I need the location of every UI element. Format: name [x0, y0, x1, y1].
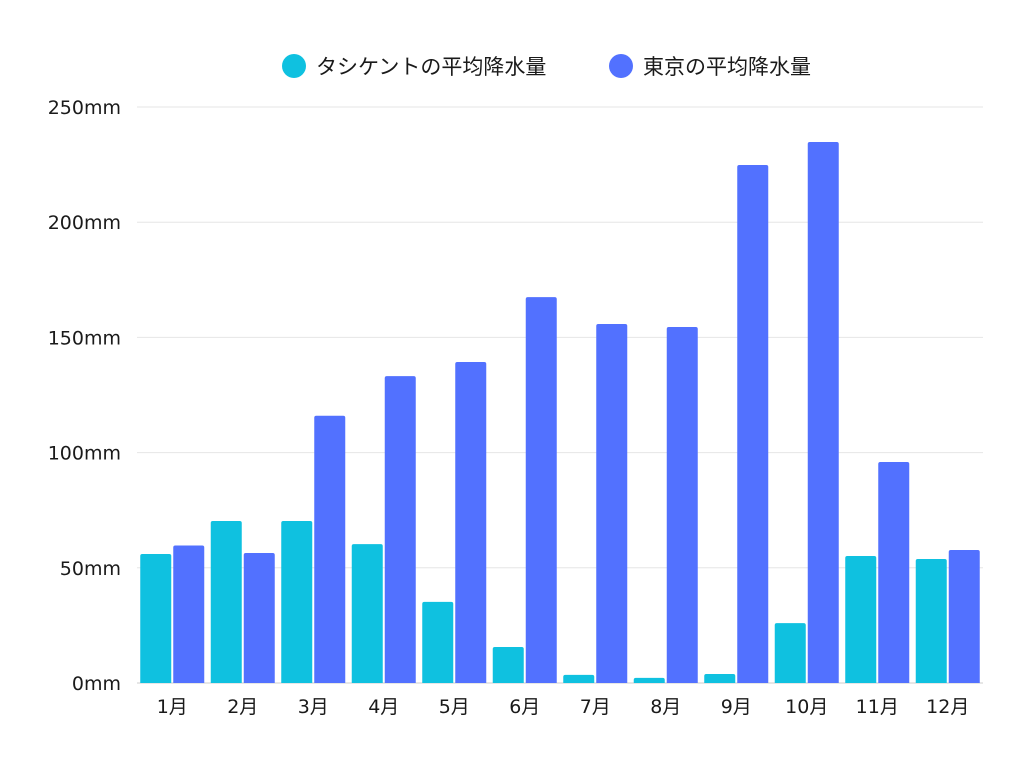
y-tick-label: 150mm [48, 327, 121, 349]
bar-tokyo [314, 415, 346, 683]
bar-tokyo [243, 553, 275, 683]
bar-tashkent [492, 647, 524, 683]
bar-tokyo [384, 376, 416, 683]
x-tick-label: 12月 [926, 696, 969, 718]
bar-tashkent [704, 674, 736, 683]
bar-tashkent [422, 601, 454, 683]
x-tick-label: 9月 [721, 696, 752, 718]
legend-label: タシケントの平均降水量 [316, 55, 546, 79]
bar-tokyo [666, 327, 698, 683]
x-axis-ticks: 1月 2月 3月 4月 5月 6月 7月 8月 9月 10月 11月 12月 [157, 696, 970, 718]
bar-tokyo [525, 297, 557, 683]
y-tick-label: 50mm [60, 558, 121, 580]
bar-tashkent [351, 544, 383, 683]
x-tick-label: 10月 [785, 696, 828, 718]
x-tick-label: 8月 [650, 696, 681, 718]
x-tick-label: 2月 [227, 696, 258, 718]
x-tick-label: 4月 [368, 696, 399, 718]
x-tick-label: 1月 [157, 696, 188, 718]
bar-tashkent [563, 674, 595, 683]
x-tick-label: 3月 [298, 696, 329, 718]
legend-swatch [609, 54, 633, 78]
bar-tashkent [774, 623, 806, 683]
bar-tokyo [807, 142, 839, 683]
legend-swatch [282, 54, 306, 78]
x-tick-label: 5月 [439, 696, 470, 718]
y-tick-label: 200mm [48, 212, 121, 234]
bar-tashkent [633, 677, 665, 683]
bar-tokyo [878, 462, 910, 683]
bar-tokyo [737, 165, 769, 684]
legend: タシケントの平均降水量 東京の平均降水量 [282, 54, 811, 79]
x-tick-label: 6月 [509, 696, 540, 718]
bar-tokyo [948, 550, 980, 683]
bar-tashkent [845, 556, 877, 683]
legend-label: 東京の平均降水量 [643, 55, 811, 79]
bar-tokyo [173, 545, 205, 683]
gridlines [137, 106, 983, 684]
bar-tokyo [455, 362, 487, 683]
bar-tashkent [915, 559, 947, 683]
bar-tashkent [210, 521, 242, 683]
y-tick-label: 100mm [48, 443, 121, 465]
bar-tokyo [596, 324, 628, 683]
y-tick-label: 250mm [48, 97, 121, 119]
y-axis-ticks: 0mm 50mm 100mm 150mm 200mm 250mm [48, 97, 121, 695]
x-tick-label: 11月 [856, 696, 899, 718]
bars [140, 142, 980, 684]
bar-tashkent [281, 521, 313, 683]
bar-tashkent [140, 553, 172, 683]
x-tick-label: 7月 [580, 696, 611, 718]
y-tick-label: 0mm [72, 673, 121, 695]
